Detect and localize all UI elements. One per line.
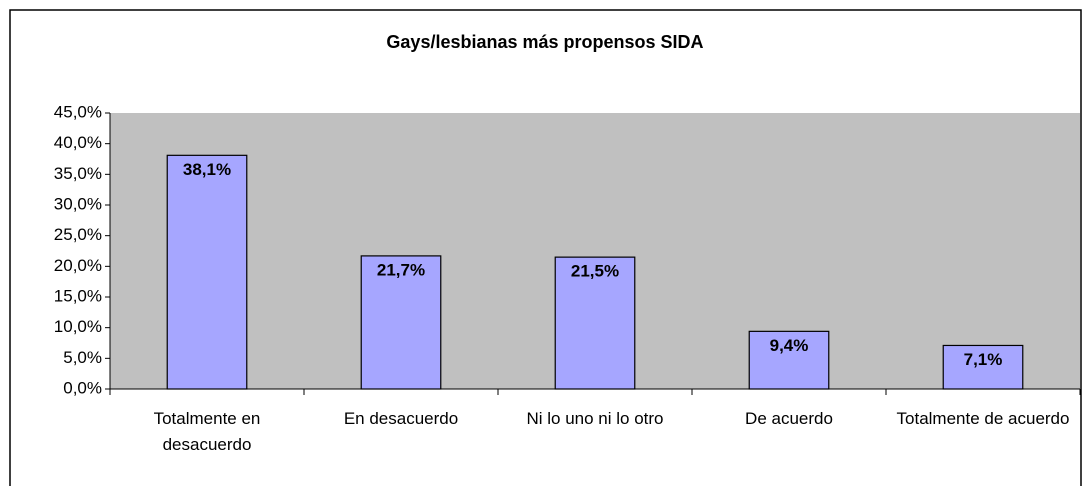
x-tick-label: Totalmente en desacuerdo (153, 409, 261, 454)
data-label: 7,1% (964, 350, 1003, 369)
x-tick-label: Ni lo uno ni lo otro (526, 409, 664, 428)
chart-title: Gays/lesbianas más propensos SIDA (386, 32, 703, 52)
y-tick-label: 35,0% (54, 164, 102, 183)
data-label: 9,4% (770, 336, 809, 355)
y-tick-label: 40,0% (54, 133, 102, 152)
y-tick-label: 0,0% (63, 378, 102, 397)
y-tick-label: 20,0% (54, 256, 102, 275)
data-label: 38,1% (183, 160, 231, 179)
bar (748, 330, 830, 390)
bar (554, 256, 636, 390)
x-tick-label: Totalmente de acuerdo (896, 409, 1070, 428)
bar (360, 255, 442, 390)
bar (166, 154, 248, 390)
y-tick-label: 45,0% (54, 102, 102, 121)
data-label: 21,5% (571, 262, 619, 281)
y-tick-label: 30,0% (54, 194, 102, 213)
x-tick-label: En desacuerdo (343, 409, 459, 428)
y-tick-label: 5,0% (63, 348, 102, 367)
bar (942, 344, 1024, 390)
y-tick-label: 25,0% (54, 225, 102, 244)
x-tick-label: De acuerdo (745, 409, 833, 428)
y-tick-label: 15,0% (54, 286, 102, 305)
data-label: 21,7% (377, 260, 425, 279)
y-tick-label: 10,0% (54, 317, 102, 336)
